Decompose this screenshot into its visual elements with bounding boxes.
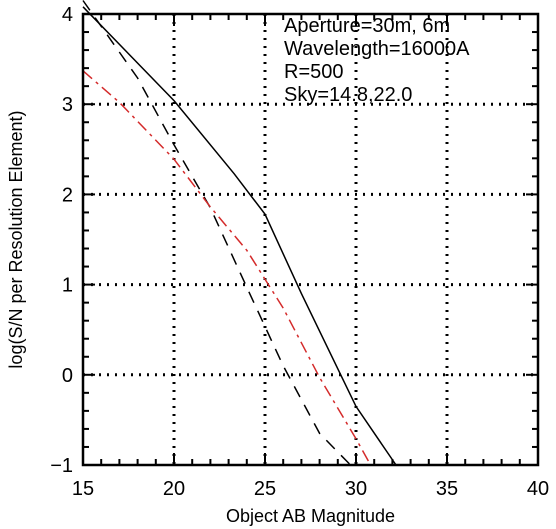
- y-tick-label: −1: [50, 455, 73, 477]
- series-line-dashed: [82, 0, 352, 466]
- y-axis-label: log(S/N per Resolution Element): [6, 110, 26, 368]
- series-line-dashdot: [82, 70, 372, 466]
- annotation-sky: Sky=14.8,22.0: [284, 84, 412, 106]
- x-tick-label: 25: [254, 478, 276, 500]
- x-axis-label: Object AB Magnitude: [226, 506, 395, 526]
- x-tick-label: 20: [163, 478, 185, 500]
- x-tick-label: 15: [72, 478, 94, 500]
- grid: [83, 14, 538, 465]
- y-tick-label: 0: [62, 365, 73, 387]
- labels: Object AB Magnitude log(S/N per Resoluti…: [6, 15, 470, 526]
- x-tick-label: 35: [436, 478, 458, 500]
- ticks: 15 20 25 30 35 40 −1 0 1 2 3 4: [50, 4, 549, 500]
- series-layer: [82, 0, 397, 466]
- axes-frame: [81, 12, 540, 467]
- annotation-wavelength: Wavelength=16000A: [284, 38, 470, 60]
- y-tick-label: 4: [62, 4, 73, 26]
- plot-frame: [81, 12, 540, 467]
- series-line-solid: [82, 6, 397, 466]
- y-tick-label: 3: [62, 94, 73, 116]
- y-tick-label: 1: [62, 275, 73, 297]
- x-tick-label: 40: [527, 478, 549, 500]
- x-tick-label: 30: [345, 478, 367, 500]
- annotation-aperture: Aperture=30m, 6m: [284, 15, 450, 37]
- y-tick-label: 2: [62, 184, 73, 206]
- annotation-resolution: R=500: [284, 61, 344, 83]
